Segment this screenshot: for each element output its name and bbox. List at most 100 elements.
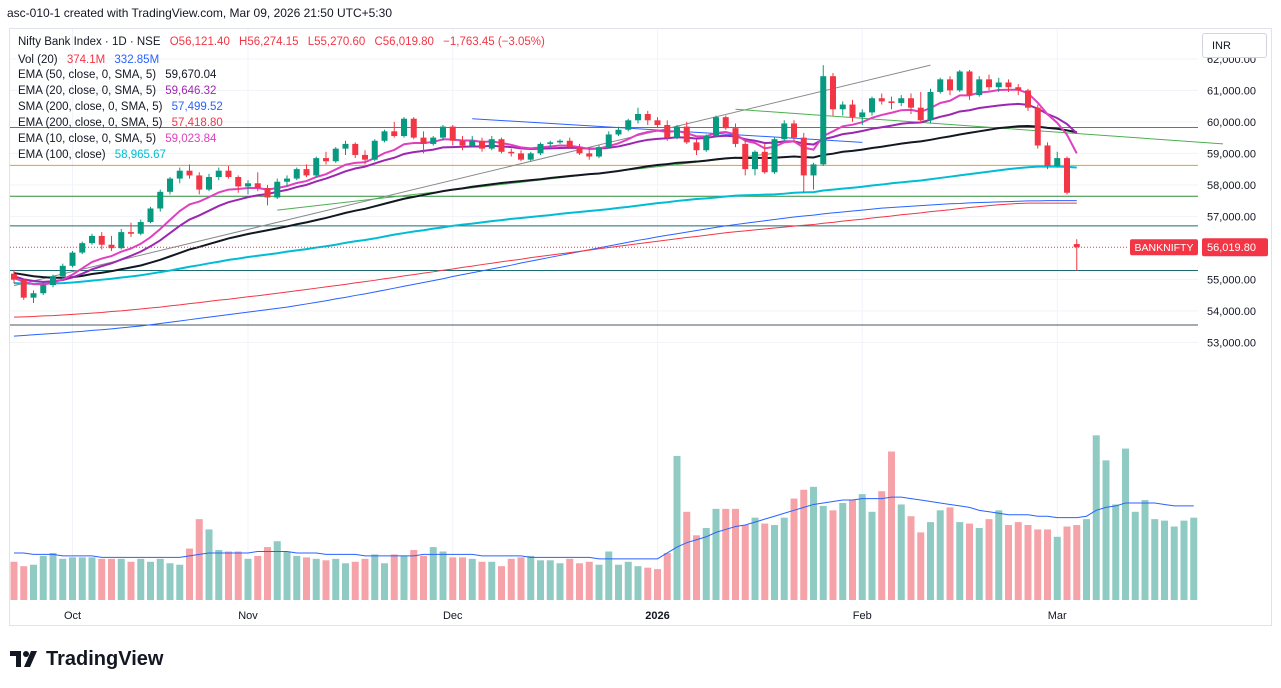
volume-bar [225,551,232,600]
candle [79,243,86,253]
legend-sma200: SMA (200, close, 0, SMA, 5) 57,499.52 [18,101,229,113]
candle [537,143,544,154]
candle [469,140,476,146]
candle [615,129,622,135]
candle [128,232,134,234]
legend-sma200-value: 57,499.52 [171,101,223,113]
candle [547,142,554,144]
volume-bar [1151,519,1159,600]
x-tick-label: Nov [238,610,258,622]
ema50-line [13,124,1077,279]
x-tick-label: Feb [853,610,872,622]
y-tick-label: 62,000.00 [1207,54,1256,66]
candle [664,125,671,138]
candle [791,123,797,138]
candle [644,113,651,121]
candle [69,252,76,266]
candle [59,265,66,277]
y-tick-label: 60,000.00 [1207,117,1256,129]
legend-volume-value: 374.1M [66,54,106,66]
volume-bar [927,522,934,600]
candle [557,140,563,143]
volume-bar [771,525,778,600]
candle [30,293,37,298]
volume-bar [1024,525,1032,600]
volume-ma-line [14,496,1194,560]
volume-bar [488,561,496,600]
currency-button[interactable]: INR [1202,33,1267,58]
y-tick-label: 57,000.00 [1207,211,1256,223]
legend-ema200-label: EMA (200, close, 0, SMA, 5) [18,117,163,129]
candle [342,143,349,149]
candle [206,176,212,190]
candle [196,175,203,190]
candle [527,153,534,160]
legend-ema20-value: 59,646.32 [165,85,217,97]
volume-bar [819,505,827,600]
volume-bar [49,552,57,600]
candle [225,170,232,177]
legend-ema100-value: 58,965.67 [114,149,166,161]
legend-volume-label: Vol (20) [18,54,58,66]
volume-bar [1063,526,1071,600]
candle [917,107,924,121]
volume-bar [800,489,808,600]
volume-bar [673,455,681,600]
x-tick-label: 2026 [645,610,669,622]
volume-bar [517,557,525,600]
candle [284,178,290,182]
volume-bar [1083,519,1090,600]
candle [215,170,222,177]
candle [449,126,456,141]
y-tick-label: 58,000.00 [1207,180,1256,192]
volume-bar [1073,525,1081,600]
candle [254,183,261,189]
volume-bar [108,558,115,600]
candle [498,139,505,152]
chart-header: asc-010-1 created with TradingView.com, … [7,6,392,20]
candle [1015,87,1022,91]
candle [430,137,437,144]
legend-high: H56,274.15 [239,36,299,48]
volume-bar [878,491,886,600]
candle [703,136,710,151]
volume-bar [702,527,710,600]
candle [1073,244,1080,248]
ema10-line [13,88,1078,286]
volume-bar [1102,460,1110,600]
y-tick-label: 55,000.00 [1207,274,1256,286]
volume-bar [1122,448,1129,600]
candle [157,191,164,209]
candle [869,98,875,113]
volume-bar [468,558,476,600]
volume-bar [264,547,271,600]
legend-sma200-label: SMA (200, close, 0, SMA, 5) [18,101,163,113]
candle [635,113,641,121]
volume-bar [1170,526,1178,600]
candle [381,131,388,141]
volume-bar [98,558,106,600]
volume-bar [254,555,262,600]
volume-bar [732,508,739,600]
candle [683,126,690,143]
tradingview-logo[interactable]: TradingView [10,646,163,672]
volume-bar [303,557,310,600]
candle [976,79,983,96]
candle [108,244,115,249]
price-tag-symbol: BANKNIFTY [1135,242,1194,254]
candle [956,71,963,91]
candle [820,76,827,165]
legend-symbol-row: Nifty Bank Index · 1D · NSE O56,121.40 H… [18,36,551,48]
candle [566,140,573,148]
candle [878,98,885,102]
volume-bar [420,555,427,600]
volume-bar [381,563,388,600]
volume-bar [176,564,184,600]
candle [859,112,866,118]
candle [830,76,836,110]
volume-bar [78,557,86,600]
candle [274,181,281,198]
volume-bar [615,564,622,600]
volume-bar [283,551,291,600]
